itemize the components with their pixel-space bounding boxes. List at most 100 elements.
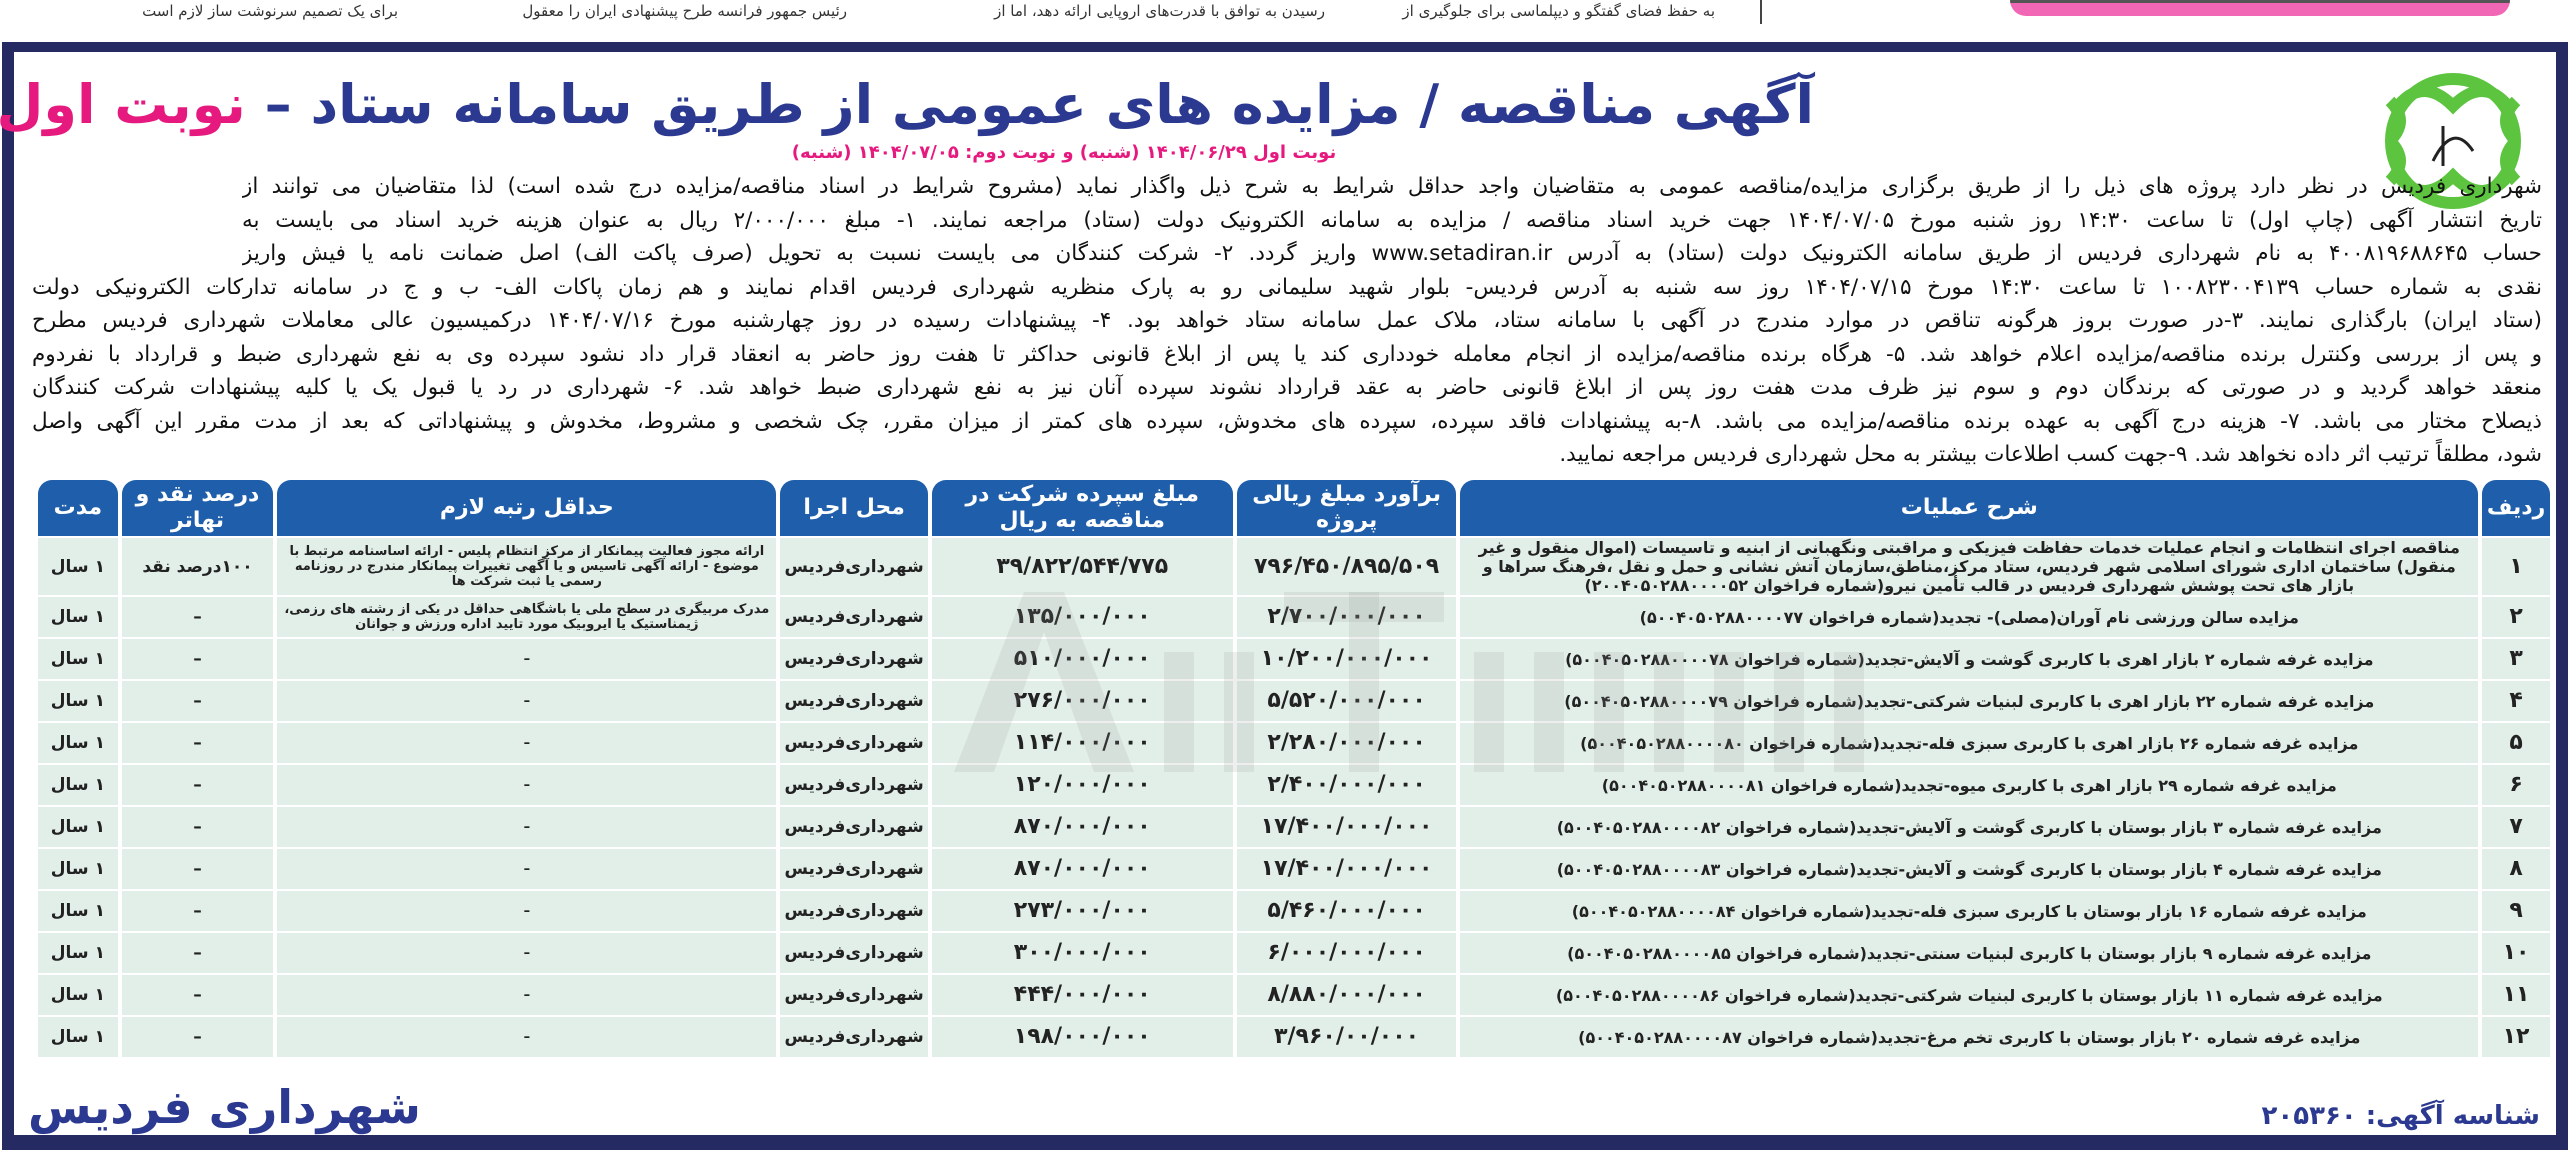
newspaper-top-strip: به حفظ فضای گفتگو و دیپلماسی برای جلوگیر… xyxy=(0,0,2568,42)
table-row: ۴ مزایده غرفه شماره ۲۲ بازار اهری با کارب… xyxy=(38,681,2550,721)
min-rank-cell: – xyxy=(277,1017,777,1057)
deposit-cell: ۱۹۸/۰۰۰/۰۰۰ xyxy=(931,1017,1233,1057)
cash-percent-cell: – xyxy=(121,723,274,763)
table-row: ۵ مزایده غرفه شماره ۲۶ بازار اهری با کارب… xyxy=(38,723,2550,763)
description-cell: مناقصه اجرای انتظامات و انجام عملیات خدم… xyxy=(1460,538,2479,595)
pink-banner xyxy=(2010,0,2510,16)
body-line: منعقد خواهد گردید و در صورتی که برندگان … xyxy=(32,375,2542,400)
deposit-cell: ۴۴۴/۰۰۰/۰۰۰ xyxy=(931,975,1233,1015)
row-number-cell: ۹ xyxy=(2482,891,2550,931)
strip-snippet: به حفظ فضای گفتگو و دیپلماسی برای جلوگیر… xyxy=(1402,2,1715,20)
location-cell: شهرداری‌فردیس xyxy=(780,723,928,763)
row-number-cell: ۱۲ xyxy=(2482,1017,2550,1057)
description-cell: مزایده غرفه شماره ۲۰ بازار بوستان با کار… xyxy=(1460,1017,2479,1057)
duration-cell: ۱ سال xyxy=(38,597,118,637)
cash-percent-cell: – xyxy=(121,639,274,679)
estimate-cell: ۸/۸۸۰/۰۰۰/۰۰۰ xyxy=(1236,975,1457,1015)
location-cell: شهرداری‌فردیس xyxy=(780,849,928,889)
min-rank-cell: – xyxy=(277,723,777,763)
location-cell: شهرداری‌فردیس xyxy=(780,597,928,637)
table-row: ۳ مزایده غرفه شماره ۲ بازار اهری با کاربر… xyxy=(38,639,2550,679)
tender-table: ردیف شرح عملیات برآورد مبلغ ریالی پروژه مبل… xyxy=(34,478,2554,1059)
duration-cell: ۱ سال xyxy=(38,765,118,805)
body-line: و پس از بررسی وکنترل برنده مناقصه/مزایده… xyxy=(32,341,2542,367)
description-cell: مزایده سالن ورزشی نام آوران(مصلی)- تجدید… xyxy=(1460,597,2479,637)
column-divider xyxy=(1760,0,1762,24)
duration-cell: ۱ سال xyxy=(38,849,118,889)
location-cell: شهرداری‌فردیس xyxy=(780,639,928,679)
cash-percent-cell: – xyxy=(121,807,274,847)
min-rank-cell: – xyxy=(277,639,777,679)
estimate-cell: ۱۰/۲۰۰/۰۰۰/۰۰۰ xyxy=(1236,639,1457,679)
fardis-municipality-logo-icon xyxy=(2385,73,2521,209)
deposit-cell: ۸۷۰/۰۰۰/۰۰۰ xyxy=(931,807,1233,847)
description-cell: مزایده غرفه شماره ۱۱ بازار بوستان با کار… xyxy=(1460,975,2479,1015)
duration-cell: ۱ سال xyxy=(38,933,118,973)
body-line: (ستاد ایران) بارگذاری نمایند. ۳-در صورت … xyxy=(32,308,2542,333)
location-cell: شهرداری‌فردیس xyxy=(780,681,928,721)
deposit-cell: ۸۷۰/۰۰۰/۰۰۰ xyxy=(931,849,1233,889)
deposit-cell: ۱۲۰/۰۰۰/۰۰۰ xyxy=(931,765,1233,805)
min-rank-cell: – xyxy=(277,891,777,931)
deposit-cell: ۳۰۰/۰۰۰/۰۰۰ xyxy=(931,933,1233,973)
cash-percent-cell: – xyxy=(121,891,274,931)
estimate-cell: ۲/۴۰۰/۰۰۰/۰۰۰ xyxy=(1236,765,1457,805)
location-cell: شهرداری‌فردیس xyxy=(780,891,928,931)
column-header: برآورد مبلغ ریالی پروژه xyxy=(1236,480,1457,536)
table-row: ۱۲ مزایده غرفه شماره ۲۰ بازار بوستان با ک… xyxy=(38,1017,2550,1057)
description-cell: مزایده غرفه شماره ۲۹ بازار اهری با کاربر… xyxy=(1460,765,2479,805)
deposit-cell: ۲۷۶/۰۰۰/۰۰۰ xyxy=(931,681,1233,721)
table-row: ۱ مناقصه اجرای انتظامات و انجام عملیات خد… xyxy=(38,538,2550,595)
estimate-cell: ۷۹۶/۴۵۰/۸۹۵/۵۰۹ xyxy=(1236,538,1457,595)
column-header: محل اجرا xyxy=(780,480,928,536)
duration-cell: ۱ سال xyxy=(38,975,118,1015)
cash-percent-cell: – xyxy=(121,681,274,721)
estimate-cell: ۱۷/۴۰۰/۰۰۰/۰۰۰ xyxy=(1236,807,1457,847)
ad-title: آگهی مناقصه / مزایده های عمومی از طریق س… xyxy=(0,74,1814,136)
min-rank-cell: ارائه مجوز فعالیت پیمانکار از مرکز انتظا… xyxy=(277,538,777,595)
location-cell: شهرداری‌فردیس xyxy=(780,1017,928,1057)
min-rank-cell: – xyxy=(277,681,777,721)
estimate-cell: ۶/۰۰۰/۰۰۰/۰۰۰ xyxy=(1236,933,1457,973)
row-number-cell: ۲ xyxy=(2482,597,2550,637)
deposit-cell: ۳۹/۸۲۲/۵۴۴/۷۷۵ xyxy=(931,538,1233,595)
duration-cell: ۱ سال xyxy=(38,538,118,595)
location-cell: شهرداری‌فردیس xyxy=(780,538,928,595)
description-cell: مزایده غرفه شماره ۴ بازار بوستان با کارب… xyxy=(1460,849,2479,889)
title-accent: نوبت اول xyxy=(0,73,246,136)
table-row: ۶ مزایده غرفه شماره ۲۹ بازار اهری با کارب… xyxy=(38,765,2550,805)
description-cell: مزایده غرفه شماره ۳ بازار بوستان با کارب… xyxy=(1460,807,2479,847)
ad-frame: آگهی مناقصه / مزایده های عمومی از طریق س… xyxy=(0,42,2568,1150)
column-header: حداقل رتبه لازم xyxy=(277,480,777,536)
table-row: ۷ مزایده غرفه شماره ۳ بازار بوستان با کار… xyxy=(38,807,2550,847)
row-number-cell: ۳ xyxy=(2482,639,2550,679)
row-number-cell: ۱۱ xyxy=(2482,975,2550,1015)
deposit-cell: ۱۳۵/۰۰۰/۰۰۰ xyxy=(931,597,1233,637)
row-number-cell: ۷ xyxy=(2482,807,2550,847)
ad-body: شهرداری فردیس در نظر دارد پروژه های ذیل … xyxy=(32,170,2542,472)
column-header: ردیف xyxy=(2482,480,2550,536)
column-header: مبلغ سپرده شرکت در مناقصه به ریال xyxy=(931,480,1233,536)
estimate-cell: ۵/۴۶۰/۰۰۰/۰۰۰ xyxy=(1236,891,1457,931)
description-cell: مزایده غرفه شماره ۲ بازار اهری با کاربری… xyxy=(1460,639,2479,679)
publication-dates: نوبت اول ۱۴۰۴/۰۶/۲۹ (شنبه) و نوبت دوم: ۱… xyxy=(791,142,1337,163)
estimate-cell: ۱۷/۴۰۰/۰۰۰/۰۰۰ xyxy=(1236,849,1457,889)
duration-cell: ۱ سال xyxy=(38,723,118,763)
description-cell: مزایده غرفه شماره ۹ بازار بوستان با کارب… xyxy=(1460,933,2479,973)
cash-percent-cell: ۱۰۰درصد نقد xyxy=(121,538,274,595)
min-rank-cell: – xyxy=(277,807,777,847)
body-line: شود، مطلقاً ترتیب اثر داده نخواهد شد. ۹-… xyxy=(1559,442,2542,467)
duration-cell: ۱ سال xyxy=(38,1017,118,1057)
body-line: نقدی به شماره حساب ۱۰۰۸۲۳۰۰۴۱۳۹ تا ساعت … xyxy=(32,274,2542,300)
min-rank-cell: – xyxy=(277,765,777,805)
table-row: ۲ مزایده سالن ورزشی نام آوران(مصلی)- تجدی… xyxy=(38,597,2550,637)
row-number-cell: ۴ xyxy=(2482,681,2550,721)
row-number-cell: ۱۰ xyxy=(2482,933,2550,973)
cash-percent-cell: – xyxy=(121,975,274,1015)
estimate-cell: ۵/۵۲۰/۰۰۰/۰۰۰ xyxy=(1236,681,1457,721)
table-row: ۱۰ مزایده غرفه شماره ۹ بازار بوستان با کا… xyxy=(38,933,2550,973)
row-number-cell: ۶ xyxy=(2482,765,2550,805)
location-cell: شهرداری‌فردیس xyxy=(780,765,928,805)
table-row: ۱۱ مزایده غرفه شماره ۱۱ بازار بوستان با ک… xyxy=(38,975,2550,1015)
signature: شهرداری فردیس xyxy=(28,1080,421,1134)
